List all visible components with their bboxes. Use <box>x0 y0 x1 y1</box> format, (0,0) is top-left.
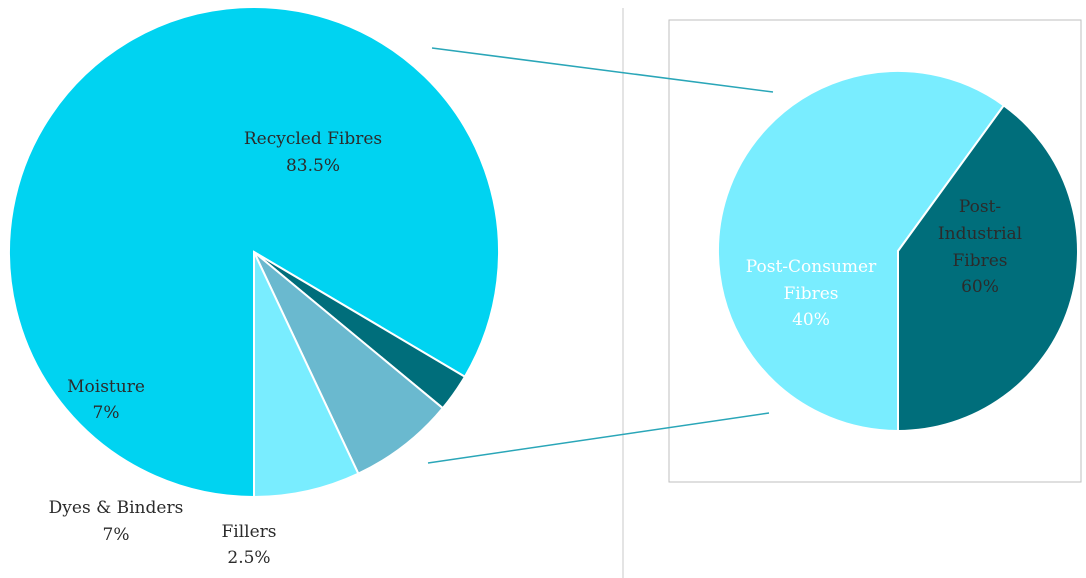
main-pie <box>8 6 500 499</box>
connector-line-bottom <box>427 412 770 464</box>
label-recycled-fibres: Recycled Fibres <box>244 129 382 149</box>
label-post-industrial-line-2: Industrial <box>938 224 1022 244</box>
value-fillers: 2.5% <box>227 548 270 568</box>
label-fillers: Fillers <box>221 522 276 542</box>
value-post-industrial: 60% <box>961 277 999 297</box>
value-post-consumer: 40% <box>792 310 830 330</box>
pie-slice-recycled-fibres <box>8 6 500 499</box>
label-post-consumer-line-2: Fibres <box>783 284 838 304</box>
label-moisture: Moisture <box>67 377 145 397</box>
value-moisture: 7% <box>93 403 120 423</box>
pie-slice-dyes-and-binders <box>253 251 445 476</box>
label-dyes-binders: Dyes & Binders <box>49 498 184 518</box>
connector-line-top <box>431 47 774 93</box>
pie-slice-moisture <box>253 251 360 499</box>
label-post-industrial-line-1: Post- <box>959 197 1001 217</box>
pie-slice-post-consumer-fibres <box>897 103 1079 433</box>
pie-slice-post-industrial-fibres <box>717 70 1006 433</box>
value-dyes-binders: 7% <box>103 525 130 545</box>
label-post-consumer-line-1: Post-Consumer <box>746 257 877 277</box>
detail-frame <box>668 19 1082 483</box>
detail-pie <box>717 70 1079 433</box>
value-recycled-fibres: 83.5% <box>286 156 340 176</box>
label-post-industrial-line-3: Fibres <box>952 251 1007 271</box>
